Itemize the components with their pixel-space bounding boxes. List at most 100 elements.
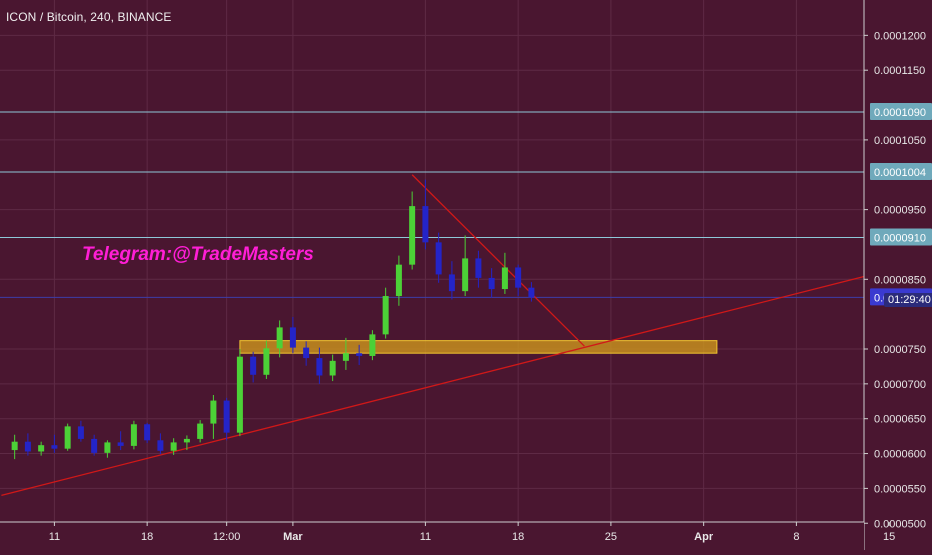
candle-body <box>170 442 177 451</box>
candle <box>382 287 389 339</box>
price-tick-label: 0.0000600 <box>874 449 926 461</box>
trendlines[interactable] <box>1 174 903 497</box>
time-axis[interactable]: 11 18 12:00 Mar 11 18 25 Apr 8 15 <box>0 521 895 550</box>
candle-body <box>501 267 508 290</box>
level-badge[interactable] <box>870 162 932 180</box>
resistance-trendline[interactable] <box>411 174 585 347</box>
candle-body <box>475 258 482 278</box>
candle <box>170 438 177 455</box>
candle-body <box>130 424 137 446</box>
price-tick-label: 0.0000700 <box>874 379 926 391</box>
candle-body <box>303 347 310 359</box>
telegram-annotation[interactable]: Telegram:@TradeMasters <box>82 244 314 265</box>
price-tick-label: 0.0000750 <box>874 344 926 356</box>
level-badge[interactable] <box>870 103 932 121</box>
candle <box>77 420 84 442</box>
candle <box>183 435 190 451</box>
price-axis[interactable]: 0.0001200 0.0001150 0.0001050 0.0000950 0.00… <box>863 0 932 550</box>
candle-body <box>117 442 124 446</box>
candle <box>104 440 111 458</box>
level-badge-label: 0.0001090 <box>874 107 926 119</box>
time-tick-label: Mar <box>283 531 303 543</box>
candle <box>356 344 363 366</box>
horizontal-levels[interactable] <box>0 111 864 298</box>
candle <box>448 261 455 300</box>
candle-body <box>38 445 45 452</box>
price-tick-label: 0.0000500 <box>874 518 926 530</box>
candle <box>51 434 58 453</box>
candle-body <box>395 264 402 297</box>
candle <box>236 349 243 437</box>
candle-body <box>236 356 243 433</box>
candle-body <box>276 327 283 349</box>
candle <box>342 337 349 370</box>
candle-body <box>515 267 522 288</box>
candle-body <box>91 438 98 453</box>
candle-body <box>422 206 429 243</box>
time-tick-label: 18 <box>512 531 524 543</box>
candle <box>276 320 283 358</box>
price-tick-label: 0.0000950 <box>874 205 926 217</box>
candle-body <box>435 242 442 275</box>
candle-body <box>462 258 469 292</box>
candle-body <box>64 426 71 449</box>
candle-body <box>488 277 495 290</box>
candle-body <box>289 327 296 348</box>
candle <box>488 268 495 298</box>
candle-body <box>528 287 535 298</box>
candle-body <box>316 358 323 376</box>
candle-body <box>51 445 58 449</box>
support-zone[interactable] <box>239 340 718 354</box>
candle <box>24 433 31 456</box>
candle <box>316 347 323 384</box>
candle <box>329 354 336 382</box>
candle-body <box>210 400 217 424</box>
time-tick-label: 25 <box>605 531 617 543</box>
candle <box>223 397 230 441</box>
price-tick-label: 0.0000550 <box>874 483 926 495</box>
level-badge-label: 0.0000910 <box>874 232 926 244</box>
candle-body <box>329 360 336 376</box>
time-tick-label: 15 <box>883 531 895 543</box>
symbol-title[interactable]: ICON / Bitcoin, 240, BINANCE <box>6 10 172 24</box>
candle <box>250 351 257 383</box>
candle <box>91 434 98 456</box>
candle <box>38 441 45 456</box>
candle <box>289 316 296 354</box>
bar-countdown: 01:29:40 <box>884 293 932 307</box>
candle <box>528 282 535 302</box>
candle-body <box>369 334 376 356</box>
candle <box>117 431 124 451</box>
candle <box>157 433 164 455</box>
level-badge-label: 0.0001004 <box>874 167 926 179</box>
candle <box>462 235 469 297</box>
candle <box>210 395 217 439</box>
time-tick-label: 11 <box>49 531 60 543</box>
candle <box>130 420 137 450</box>
candle-body <box>448 274 455 292</box>
candle <box>144 422 151 444</box>
time-tick-label: 18 <box>141 531 153 543</box>
candle-body <box>409 206 416 265</box>
candle <box>475 250 482 288</box>
candle-body <box>250 356 257 375</box>
time-axis-bg <box>0 522 864 550</box>
price-tick-label: 0.0001150 <box>874 65 925 77</box>
price-tick-label: 0.0001050 <box>874 135 926 147</box>
support-trendline[interactable] <box>1 266 903 497</box>
level-badge[interactable] <box>870 228 932 246</box>
candles <box>11 179 535 460</box>
candle-body <box>157 440 164 451</box>
candle <box>64 423 71 451</box>
candle-body <box>144 424 151 441</box>
support-zone-rect[interactable] <box>239 340 718 354</box>
candle-body <box>197 423 204 439</box>
price-tick-label: 0.0000850 <box>874 274 926 286</box>
candle-body <box>24 441 31 452</box>
candle-body <box>263 348 270 375</box>
candle <box>501 252 508 294</box>
candle-body <box>11 441 18 451</box>
time-tick-label: 11 <box>420 531 431 543</box>
